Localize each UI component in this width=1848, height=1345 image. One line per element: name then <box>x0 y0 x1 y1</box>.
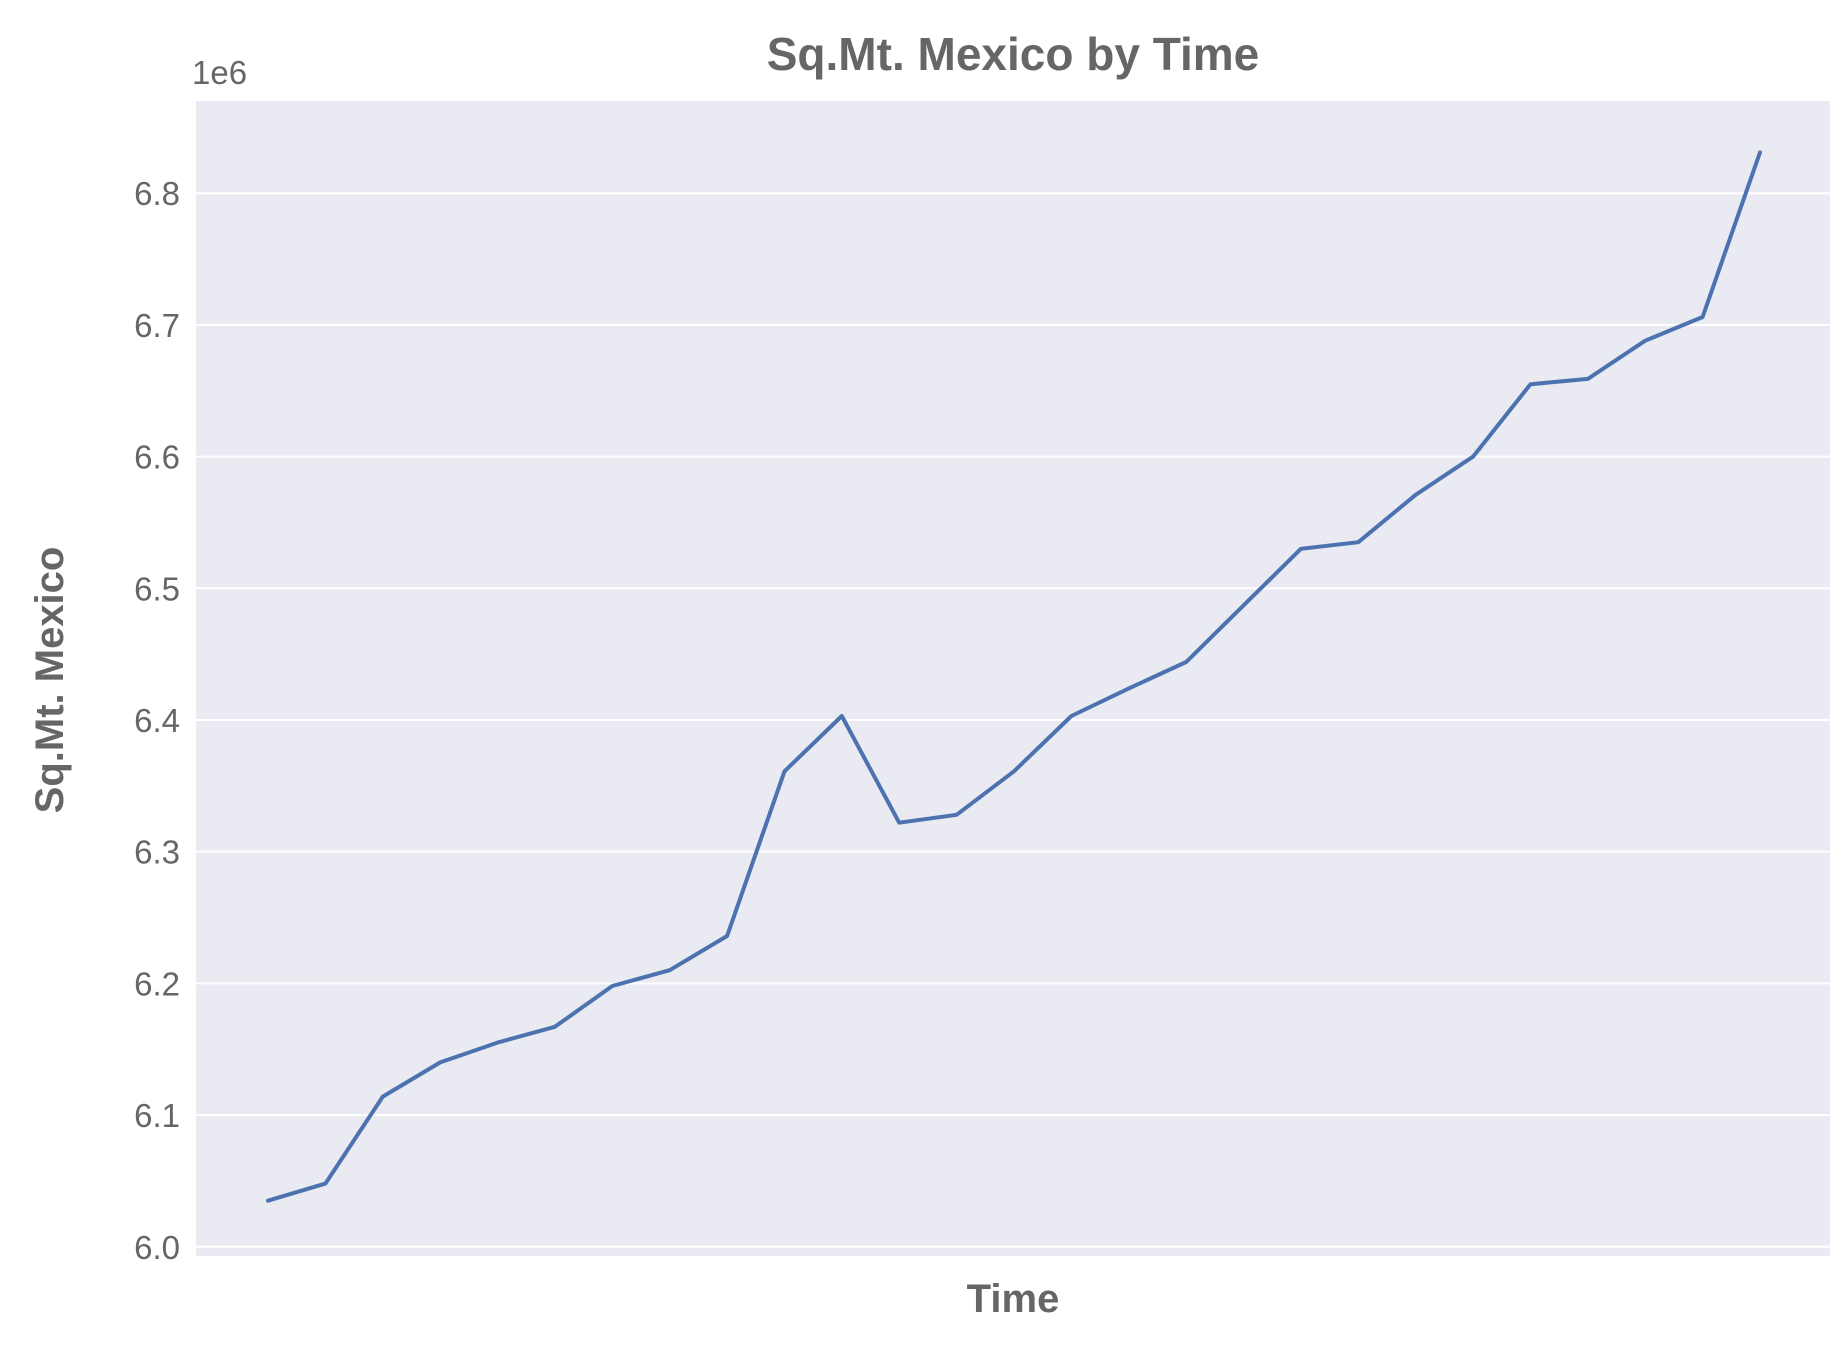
y-tick-labels: 6.0 6.1 6.2 6.3 6.4 6.5 6.6 6.7 6.8 <box>134 175 180 1266</box>
y-tick-label: 6.7 <box>134 307 180 344</box>
y-tick-label: 6.8 <box>134 175 180 212</box>
series-line <box>266 150 1762 1203</box>
y-tick-label: 6.3 <box>134 834 180 871</box>
y-tick-label: 6.2 <box>134 965 180 1002</box>
y-tick-label: 6.0 <box>134 1229 180 1266</box>
chart-title: Sq.Mt. Mexico by Time <box>767 28 1259 80</box>
y-tick-label: 6.6 <box>134 439 180 476</box>
y-axis-label: Sq.Mt. Mexico <box>28 547 72 814</box>
gridlines <box>196 192 1830 1248</box>
y-tick-label: 6.5 <box>134 570 180 607</box>
x-axis-label: Time <box>967 1277 1060 1321</box>
y-tick-label: 6.4 <box>134 702 180 739</box>
y-offset-label: 1e6 <box>192 54 247 91</box>
plot-background <box>196 101 1830 1256</box>
y-tick-label: 6.1 <box>134 1097 180 1134</box>
